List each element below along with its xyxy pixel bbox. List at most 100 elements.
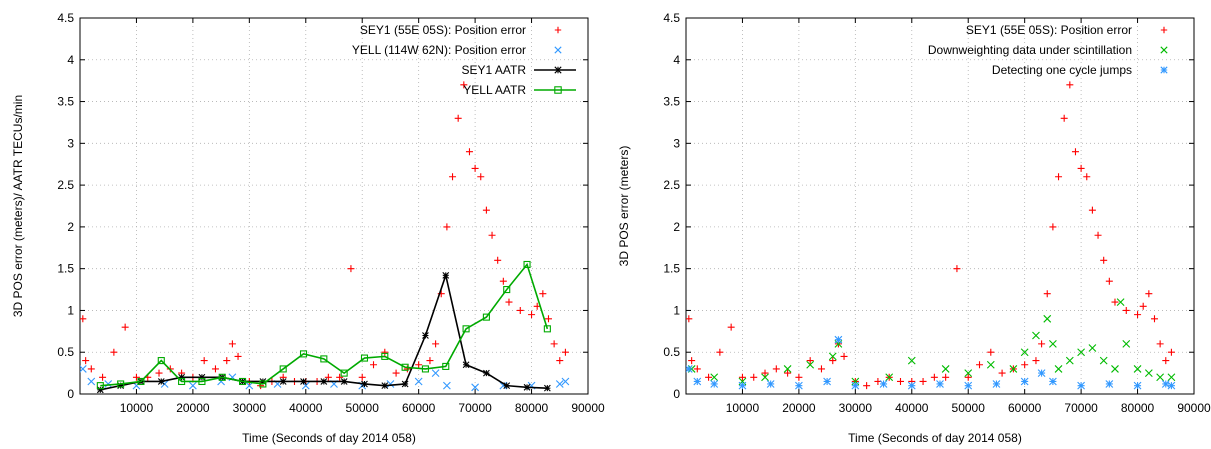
x-tick-label: 40000 <box>289 401 323 415</box>
data-point <box>414 377 423 386</box>
data-point <box>688 357 696 365</box>
y-tick-label: 2 <box>673 220 680 234</box>
data-point <box>1049 377 1057 386</box>
data-point <box>795 381 803 390</box>
data-point <box>494 256 502 264</box>
data-point <box>426 357 434 365</box>
data-point <box>320 355 328 363</box>
data-point <box>930 373 938 381</box>
data-point <box>1162 357 1170 365</box>
data-point <box>964 373 972 381</box>
data-point <box>1055 173 1063 181</box>
data-point <box>885 373 894 382</box>
data-point <box>239 377 247 386</box>
data-point <box>1077 164 1085 172</box>
x-tick-label: 10000 <box>726 401 760 415</box>
data-point <box>1105 277 1113 285</box>
x-tick-label: 70000 <box>1064 401 1098 415</box>
data-point <box>117 382 125 390</box>
y-axis-label: 3D POS error (meters) <box>617 146 631 267</box>
data-point <box>976 361 984 369</box>
plot-frame <box>79 17 589 395</box>
data-point <box>1088 344 1097 352</box>
data-point <box>992 380 1001 388</box>
data-point <box>840 352 848 360</box>
plot-area <box>80 81 570 394</box>
y-tick-label: 2.5 <box>57 178 74 192</box>
data-point <box>431 369 440 377</box>
data-point <box>1156 373 1165 382</box>
data-point <box>279 378 287 385</box>
data-point <box>157 357 165 365</box>
plot-area <box>686 81 1176 390</box>
data-point <box>347 265 355 273</box>
series-3 <box>96 271 551 394</box>
data-point <box>942 373 950 381</box>
data-point <box>483 369 490 377</box>
x-tick-label: 40000 <box>895 401 929 415</box>
legend-marker <box>554 26 562 34</box>
data-point <box>523 383 531 391</box>
legend-label: SEY1 AATR <box>462 63 527 77</box>
data-point <box>460 81 468 89</box>
data-point <box>370 361 378 369</box>
data-point <box>320 378 328 385</box>
data-point <box>87 377 96 386</box>
data-point <box>386 380 395 388</box>
data-point <box>1020 348 1029 357</box>
data-point <box>96 382 104 390</box>
y-tick-label: 1 <box>67 303 74 317</box>
data-point <box>693 377 702 386</box>
data-point <box>465 148 473 156</box>
data-point <box>1144 369 1153 377</box>
y-tick-label: 1.5 <box>57 262 74 276</box>
data-point <box>1139 302 1147 310</box>
legend-entry-2: YELL (114W 62N): Position error <box>352 43 562 57</box>
data-point <box>544 315 552 323</box>
x-tick-label: 30000 <box>233 401 267 415</box>
series-line <box>100 262 549 387</box>
data-point <box>964 381 973 390</box>
data-point <box>443 381 451 390</box>
data-point <box>907 381 916 390</box>
data-point <box>80 315 87 323</box>
data-point <box>727 323 735 331</box>
y-tick-label: 0.5 <box>663 345 680 359</box>
data-point <box>784 369 792 377</box>
data-point <box>137 377 145 386</box>
x-tick-label: 80000 <box>515 401 549 415</box>
data-point <box>223 357 231 365</box>
data-point <box>998 369 1006 377</box>
data-point <box>401 380 409 388</box>
data-point <box>1167 373 1176 382</box>
data-point <box>361 380 368 388</box>
data-point <box>1133 381 1142 390</box>
data-point <box>1021 361 1029 369</box>
data-point <box>686 365 693 373</box>
legend-label: SEY1 (55E 05S): Position error <box>966 23 1132 37</box>
legend-entry-1: SEY1 (55E 05S): Position error <box>360 23 562 37</box>
data-point <box>198 373 206 381</box>
y-tick-label: 4 <box>67 53 74 67</box>
data-point <box>863 382 871 390</box>
legend-label: Detecting one cycle jumps <box>992 63 1132 77</box>
data-point <box>117 380 125 388</box>
data-point <box>851 381 860 390</box>
data-point <box>300 378 307 385</box>
x-tick-label: 60000 <box>1008 401 1042 415</box>
data-point <box>907 356 916 365</box>
data-point <box>766 380 775 388</box>
data-point <box>82 357 90 365</box>
data-point <box>1009 365 1018 373</box>
data-point <box>1134 311 1142 319</box>
data-point <box>198 377 206 386</box>
legend-marker <box>1160 46 1168 54</box>
data-point <box>686 315 693 323</box>
data-point <box>716 348 724 356</box>
data-point <box>834 335 843 344</box>
data-point <box>259 380 267 388</box>
data-point <box>1032 357 1040 365</box>
data-point <box>828 352 837 361</box>
data-point <box>228 340 236 348</box>
